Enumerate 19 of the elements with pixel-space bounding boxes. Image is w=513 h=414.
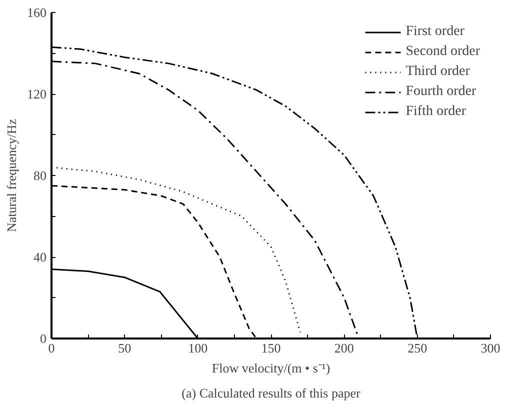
x-tick-label: 300: [480, 340, 500, 356]
x-tick-label: 150: [261, 340, 281, 356]
legend-label: Third order: [406, 64, 470, 80]
legend-label: Second order: [406, 44, 480, 60]
legend-label: Fifth order: [406, 104, 466, 120]
y-tick-label: 120: [27, 86, 46, 102]
y-axis-title: Natural frequency/Hz: [4, 118, 19, 232]
x-tick-label: 250: [408, 340, 428, 356]
legend-label: First order: [406, 24, 464, 40]
y-tick-label: 80: [34, 168, 46, 183]
y-tick-label: 40: [34, 250, 46, 264]
legend-label: Fourth order: [406, 84, 476, 100]
y-tick-label: 160: [27, 5, 46, 20]
x-tick-label: 50: [118, 340, 132, 356]
x-tick-label: 200: [334, 340, 354, 356]
text: (a) Calculated results of this paper: [182, 386, 362, 400]
y-tick-label: 0: [40, 331, 46, 346]
x-tick-label: 100: [188, 340, 208, 356]
x-axis-title: Flow velocity/(m • s⁻¹): [212, 360, 330, 376]
